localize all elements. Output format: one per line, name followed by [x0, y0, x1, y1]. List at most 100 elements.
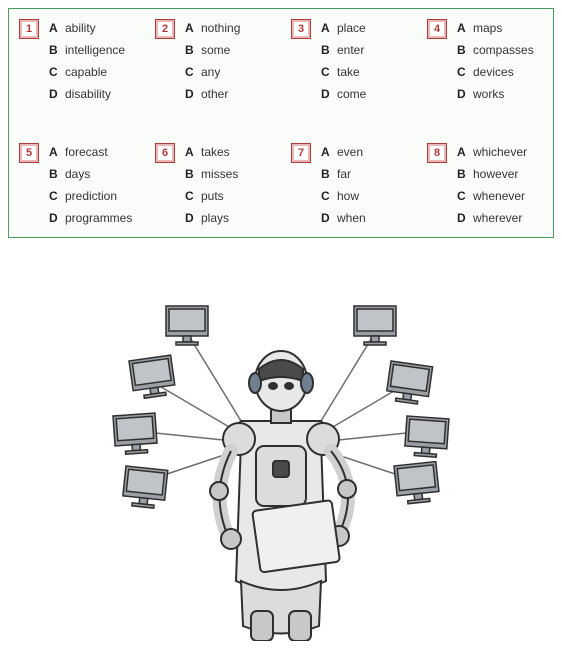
- question-number: 5: [19, 143, 39, 163]
- option-word: when: [337, 207, 366, 229]
- options: Aability Bintelligence Ccapable Ddisabil…: [49, 17, 125, 105]
- option-word: days: [65, 163, 90, 185]
- option-word: intelligence: [65, 39, 125, 61]
- option-letter: A: [457, 141, 473, 163]
- option[interactable]: Bsome: [185, 39, 240, 61]
- option[interactable]: Bmisses: [185, 163, 238, 185]
- option[interactable]: Anothing: [185, 17, 240, 39]
- question-number: 4: [427, 19, 447, 39]
- option-letter: C: [321, 185, 337, 207]
- option[interactable]: Dcome: [321, 83, 366, 105]
- options: Atakes Bmisses Cputs Dplays: [185, 141, 238, 229]
- question-6: 6 Atakes Bmisses Cputs Dplays: [145, 137, 281, 233]
- option[interactable]: Ccapable: [49, 61, 125, 83]
- option[interactable]: Amaps: [457, 17, 534, 39]
- option[interactable]: Cdevices: [457, 61, 534, 83]
- question-number: 8: [427, 143, 447, 163]
- option[interactable]: Dworks: [457, 83, 534, 105]
- option-letter: B: [185, 39, 201, 61]
- option[interactable]: Aplace: [321, 17, 366, 39]
- option-letter: B: [185, 163, 201, 185]
- question-3: 3 Aplace Benter Ctake Dcome: [281, 13, 417, 109]
- option-letter: A: [49, 141, 65, 163]
- option-word: even: [337, 141, 363, 163]
- question-1: 1 Aability Bintelligence Ccapable Ddisab…: [9, 13, 145, 109]
- option[interactable]: Bhowever: [457, 163, 527, 185]
- option-letter: D: [321, 207, 337, 229]
- option-letter: D: [185, 207, 201, 229]
- question-4: 4 Amaps Bcompasses Cdevices Dworks: [417, 13, 553, 109]
- option-letter: A: [457, 17, 473, 39]
- option[interactable]: Bcompasses: [457, 39, 534, 61]
- option-word: whenever: [473, 185, 525, 207]
- option-letter: D: [321, 83, 337, 105]
- option-word: compasses: [473, 39, 534, 61]
- option-word: capable: [65, 61, 107, 83]
- option-word: come: [337, 83, 366, 105]
- option[interactable]: Aeven: [321, 141, 366, 163]
- option[interactable]: Dother: [185, 83, 240, 105]
- question-8: 8 Awhichever Bhowever Cwhenever Dwhereve…: [417, 137, 553, 233]
- options: Aforecast Bdays Cprediction Dprogrammes: [49, 141, 132, 229]
- option[interactable]: Cprediction: [49, 185, 132, 207]
- option[interactable]: Dwherever: [457, 207, 527, 229]
- option[interactable]: Bdays: [49, 163, 132, 185]
- question-number: 7: [291, 143, 311, 163]
- option-letter: A: [49, 17, 65, 39]
- option-word: plays: [201, 207, 229, 229]
- robot-svg: [91, 281, 471, 641]
- option-letter: A: [185, 141, 201, 163]
- question-number: 2: [155, 19, 175, 39]
- option-word: nothing: [201, 17, 240, 39]
- option[interactable]: Ctake: [321, 61, 366, 83]
- option-letter: A: [321, 141, 337, 163]
- option[interactable]: Aability: [49, 17, 125, 39]
- option-word: puts: [201, 185, 224, 207]
- option-word: prediction: [65, 185, 117, 207]
- option-word: wherever: [473, 207, 522, 229]
- option[interactable]: Aforecast: [49, 141, 132, 163]
- option-letter: B: [457, 39, 473, 61]
- option-letter: B: [457, 163, 473, 185]
- option-letter: B: [321, 163, 337, 185]
- option-word: place: [337, 17, 366, 39]
- option[interactable]: Cputs: [185, 185, 238, 207]
- question-number: 1: [19, 19, 39, 39]
- option[interactable]: Dprogrammes: [49, 207, 132, 229]
- option-word: other: [201, 83, 228, 105]
- option[interactable]: Benter: [321, 39, 366, 61]
- option[interactable]: Bintelligence: [49, 39, 125, 61]
- option-word: some: [201, 39, 230, 61]
- option-word: disability: [65, 83, 111, 105]
- option[interactable]: Atakes: [185, 141, 238, 163]
- option[interactable]: Dplays: [185, 207, 238, 229]
- option-word: devices: [473, 61, 514, 83]
- option[interactable]: Cany: [185, 61, 240, 83]
- option[interactable]: Ddisability: [49, 83, 125, 105]
- option-word: far: [337, 163, 351, 185]
- option-word: take: [337, 61, 360, 83]
- option[interactable]: Chow: [321, 185, 366, 207]
- option-letter: A: [321, 17, 337, 39]
- option-word: maps: [473, 17, 502, 39]
- quiz-box: 1 Aability Bintelligence Ccapable Ddisab…: [8, 8, 554, 238]
- question-7: 7 Aeven Bfar Chow Dwhen: [281, 137, 417, 233]
- question-number: 3: [291, 19, 311, 39]
- option[interactable]: Dwhen: [321, 207, 366, 229]
- question-2: 2 Anothing Bsome Cany Dother: [145, 13, 281, 109]
- option-letter: C: [457, 185, 473, 207]
- option-word: misses: [201, 163, 238, 185]
- option-letter: D: [457, 83, 473, 105]
- option-letter: C: [185, 185, 201, 207]
- question-number: 6: [155, 143, 175, 163]
- option[interactable]: Cwhenever: [457, 185, 527, 207]
- option[interactable]: Bfar: [321, 163, 366, 185]
- option[interactable]: Awhichever: [457, 141, 527, 163]
- option-letter: D: [49, 83, 65, 105]
- option-letter: C: [49, 185, 65, 207]
- option-word: whichever: [473, 141, 527, 163]
- option-letter: D: [49, 207, 65, 229]
- option-word: programmes: [65, 207, 132, 229]
- quiz-grid: 1 Aability Bintelligence Ccapable Ddisab…: [9, 13, 553, 233]
- option-letter: C: [457, 61, 473, 83]
